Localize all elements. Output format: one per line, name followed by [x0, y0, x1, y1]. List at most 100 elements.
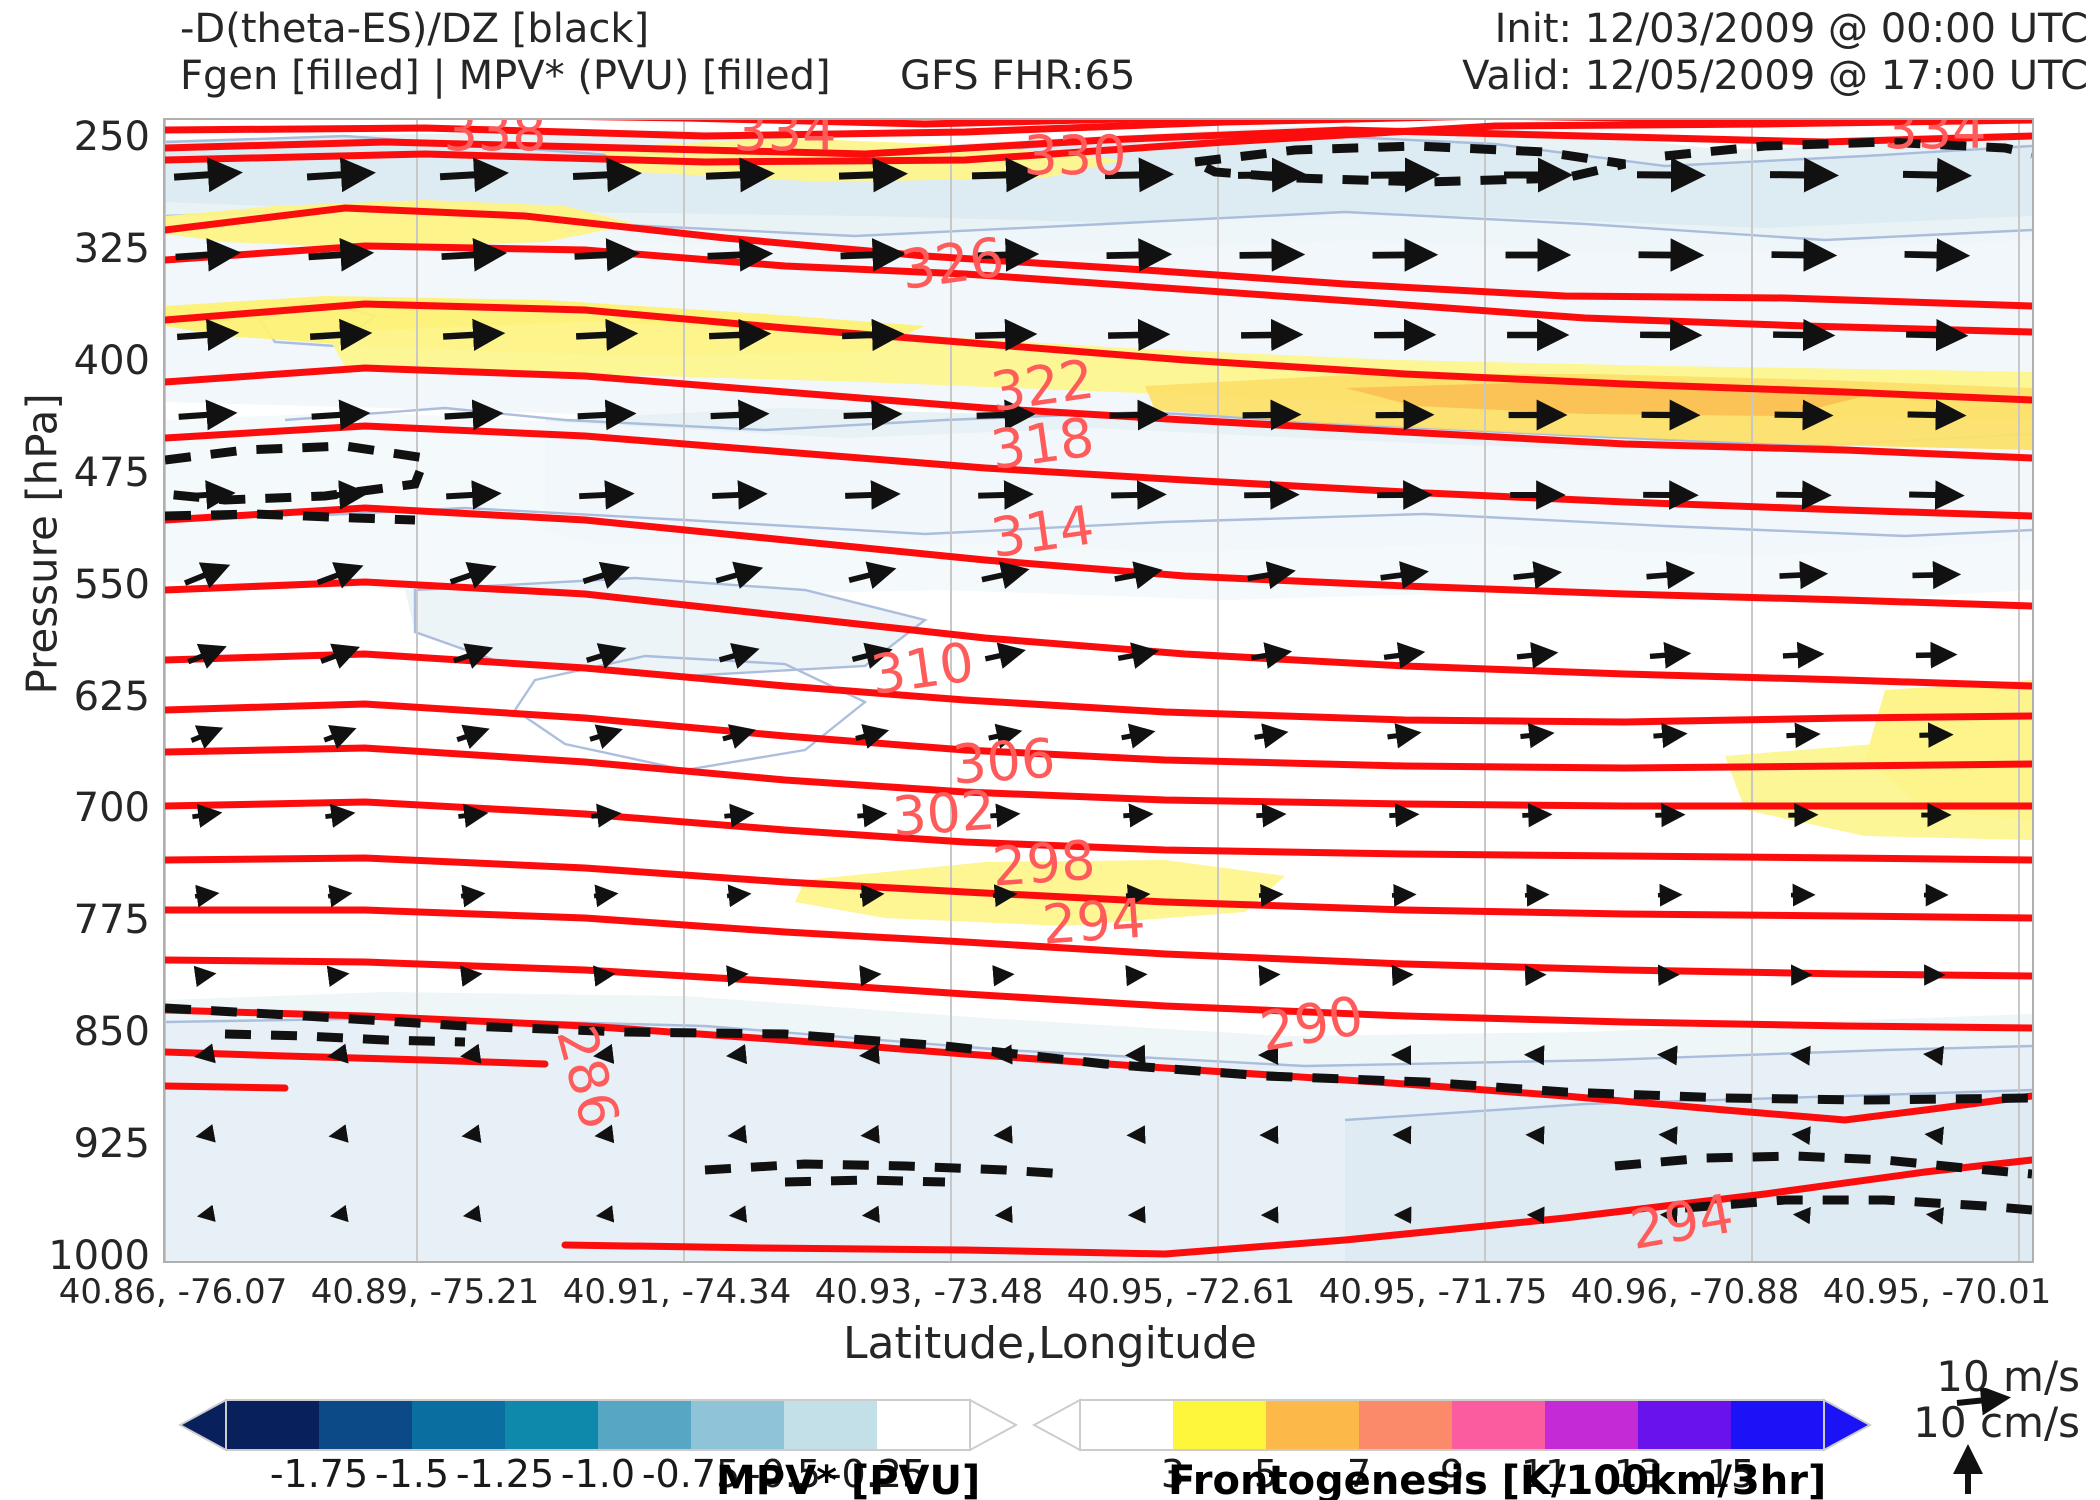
wind-vector: [1646, 560, 1696, 590]
wind-vector: [992, 965, 1015, 987]
wind-vector: [176, 318, 240, 351]
wind-vector: [973, 238, 1040, 272]
plot-area: 338 334 330 334 326 322 318 314 310 306 302 298 294 2…: [163, 118, 2034, 1263]
wind-vector: [1104, 157, 1174, 193]
header-line-1: -D(theta-ES)/DZ [black]: [180, 6, 650, 52]
wind-vector: [1919, 722, 1954, 748]
contour-label: 302: [890, 779, 997, 849]
wind-vector: [991, 1044, 1013, 1065]
wind-vector: [976, 399, 1036, 431]
wind-vector: [712, 480, 768, 510]
colorbar-swatch: [1545, 1400, 1639, 1450]
colorbar-swatch: [319, 1400, 413, 1450]
wind-vector: [460, 1043, 482, 1064]
wind-vector: [1123, 803, 1154, 828]
wind-vector: [978, 480, 1034, 510]
wind-vector: [1380, 561, 1429, 590]
wind-vector: [456, 724, 490, 749]
wind-vector: [1117, 642, 1160, 669]
wind-vector: [851, 642, 893, 669]
colorbar-tick-label: -1.5: [374, 1452, 450, 1496]
wind-vector: [311, 399, 371, 431]
colorbar-tick-label: 11: [1520, 1452, 1570, 1496]
wind-vector: [193, 965, 217, 988]
wind-vector: [1774, 399, 1834, 431]
wind-vector: [981, 561, 1030, 590]
wind-vector: [1522, 803, 1553, 828]
wind-vector: [1254, 723, 1289, 749]
wind-vector: [1776, 480, 1832, 510]
contour-label: 294: [1040, 887, 1147, 957]
contour-label: 334: [733, 120, 836, 163]
wind-vector: [848, 561, 897, 589]
wind-vector: [1258, 884, 1284, 907]
wind-vector: [309, 318, 373, 351]
colorbar-frame: [1079, 1399, 1825, 1451]
wind-vector: [180, 480, 236, 510]
wind-vector: [1109, 399, 1169, 431]
x-tick-label: 40.95, -70.01: [1822, 1272, 2052, 1312]
wind-vector: [1106, 238, 1173, 272]
colorbar-tick-label: -1.0: [560, 1452, 636, 1496]
wind-vector: [458, 803, 489, 828]
fgen-colorbar: [1031, 1396, 1873, 1454]
wind-vector: [1520, 722, 1555, 749]
wind-vector: [1773, 318, 1836, 352]
wind-vector: [575, 318, 639, 352]
colorbar-extend-min: [1031, 1398, 1081, 1452]
wind-vector: [1250, 642, 1293, 669]
wind-vector: [574, 238, 641, 272]
wind-vector: [323, 725, 357, 750]
wind-vector: [843, 399, 903, 431]
contour-label: 338: [443, 120, 546, 163]
wind-vector: [860, 1124, 880, 1144]
wind-vector: [1524, 964, 1547, 987]
wind-vector: [990, 803, 1021, 828]
colorbar-tick-label: 5: [1253, 1452, 1279, 1496]
contour-label: 298: [990, 829, 1097, 899]
contour-label: 326: [897, 225, 1008, 302]
wind-vector: [1391, 964, 1414, 987]
wind-vector: [1387, 723, 1422, 749]
contour-labels: 338 334 330 3343263223183143103063022982942…: [443, 120, 1986, 1261]
wind-vector: [306, 157, 376, 193]
x-tick-label: 40.86, -76.07: [58, 1272, 288, 1312]
wind-vector: [727, 1124, 748, 1144]
wind-vector: [594, 1124, 615, 1144]
wind-vector: [327, 884, 353, 908]
wind-vector: [718, 642, 760, 669]
wind-vector: [595, 1205, 615, 1223]
wind-vector: [1239, 238, 1306, 272]
wind-vector: [173, 157, 243, 193]
colorbar-swatch: [505, 1400, 599, 1450]
wind-vector: [1649, 641, 1692, 669]
wind-vector: [1792, 1206, 1811, 1225]
wind-vector: [710, 399, 770, 431]
wind-key-vertical-arrow: [1953, 1444, 1983, 1494]
colorbar-extend-max: [1823, 1398, 1873, 1452]
wind-vector: [1114, 561, 1163, 590]
wind-vector: [453, 643, 494, 669]
wind-vector: [441, 238, 508, 272]
wind-vector: [971, 157, 1041, 193]
cross-section-svg: 338 334 330 3343263223183143103063022982942…: [165, 120, 2032, 1261]
wind-vector: [845, 480, 901, 510]
wind-vector: [707, 238, 774, 272]
wind-vector: [192, 803, 223, 828]
colorbar-tick-label: 13: [1613, 1452, 1663, 1496]
wind-vector: [308, 238, 375, 272]
contour-label: 330: [1023, 124, 1126, 187]
x-tick-label: 40.89, -75.21: [310, 1272, 540, 1312]
wind-vector: [1906, 318, 1969, 352]
wind-vector: [579, 480, 635, 510]
wind-vector: [1915, 641, 1958, 669]
wind-vector: [708, 318, 772, 352]
wind-vector: [194, 1043, 216, 1064]
wind-vector: [1241, 318, 1304, 352]
wind-vector: [1258, 964, 1281, 987]
wind-vector: [1771, 238, 1838, 272]
y-tick-label: 850: [73, 1009, 150, 1056]
wind-vector: [1244, 480, 1300, 510]
y-tick-label: 1000: [48, 1233, 150, 1279]
